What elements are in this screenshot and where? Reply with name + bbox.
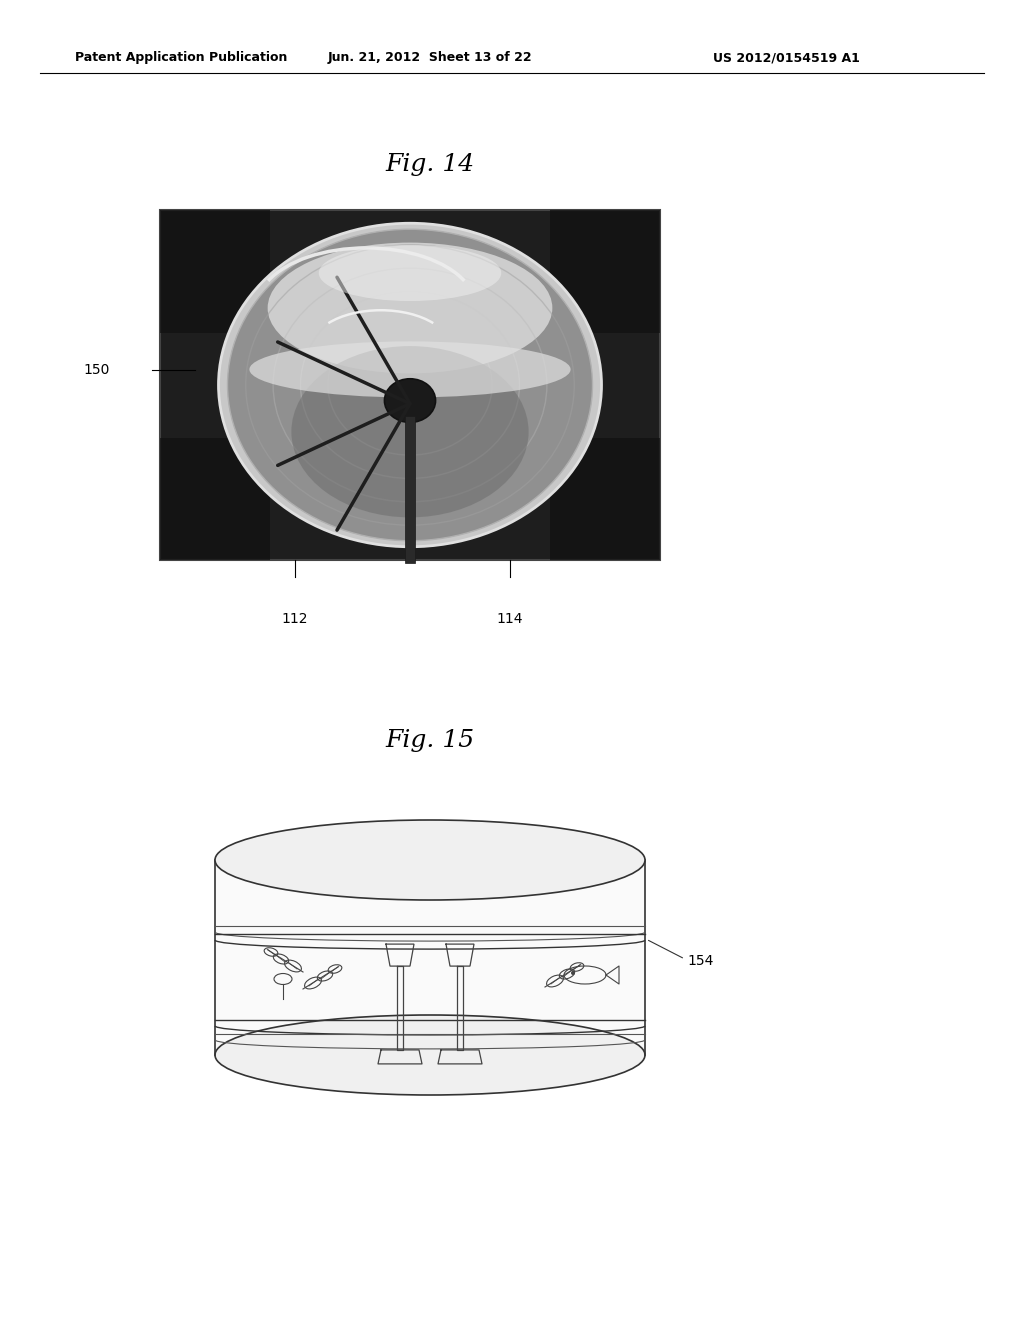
Bar [406, 416, 415, 564]
Ellipse shape [215, 820, 645, 900]
Text: 150: 150 [84, 363, 110, 378]
Bar [550, 210, 660, 333]
Ellipse shape [292, 346, 528, 517]
Bar [160, 210, 270, 333]
Text: 114: 114 [497, 612, 523, 626]
Text: 154: 154 [687, 954, 714, 968]
Bar [160, 437, 270, 560]
Text: 112: 112 [282, 612, 308, 626]
Ellipse shape [215, 1015, 645, 1096]
Ellipse shape [227, 230, 593, 541]
Bar [550, 437, 660, 560]
Text: Patent Application Publication: Patent Application Publication [75, 51, 288, 65]
Ellipse shape [571, 972, 575, 975]
Ellipse shape [218, 223, 601, 546]
Ellipse shape [318, 246, 502, 301]
Bar [160, 210, 660, 560]
Text: Jun. 21, 2012  Sheet 13 of 22: Jun. 21, 2012 Sheet 13 of 22 [328, 51, 532, 65]
Text: Fig. 15: Fig. 15 [385, 729, 474, 751]
Text: Fig. 14: Fig. 14 [385, 153, 474, 177]
Bar [215, 861, 645, 1055]
Text: US 2012/0154519 A1: US 2012/0154519 A1 [713, 51, 860, 65]
Ellipse shape [267, 243, 552, 374]
Ellipse shape [384, 379, 435, 422]
Ellipse shape [250, 342, 570, 397]
